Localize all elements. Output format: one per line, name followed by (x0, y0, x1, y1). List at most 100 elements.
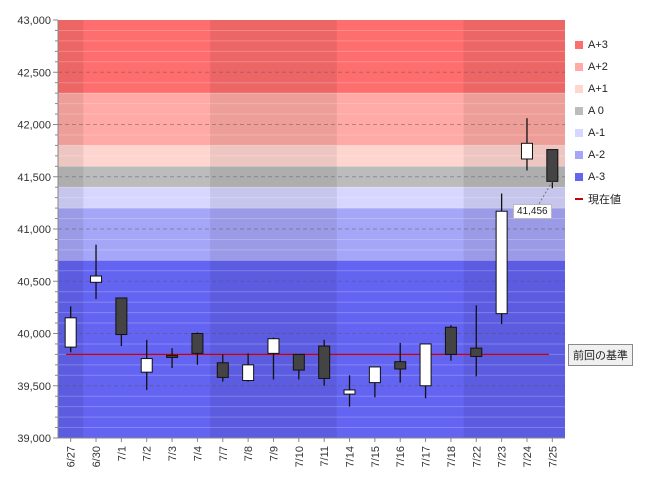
x-tick-label: 7/4 (192, 446, 204, 461)
candle-7/9 (267, 337, 280, 380)
candle-body (191, 333, 204, 354)
x-tick-label: 7/3 (167, 446, 179, 461)
band-Aplus3 (58, 20, 565, 94)
legend-item: A+1 (575, 78, 645, 100)
legend-item: A 0 (575, 100, 645, 122)
candle-body (495, 210, 508, 315)
x-tick-label: 6/30 (91, 446, 103, 467)
legend-swatch (575, 41, 583, 49)
candle-7/3 (166, 348, 179, 368)
x-tick-label: 7/23 (497, 446, 509, 467)
candle-body (394, 361, 407, 370)
candle-7/11 (318, 339, 331, 386)
x-tick-label: 7/22 (471, 446, 483, 467)
y-tick-label: 42,500 (17, 67, 51, 79)
candle-body (166, 354, 179, 358)
x-tick-labels: 6/27 6/30 7/1 7/2 7/3 7/4 7/7 7/8 7/9 7/10 7/11 7/1… (66, 446, 560, 467)
legend-swatch (575, 173, 583, 181)
legend-item: 現在値 (575, 188, 645, 210)
band-Aminus1 (58, 187, 565, 209)
candle-body (546, 149, 559, 182)
current-value-leader (535, 181, 553, 209)
x-tick-label: 7/24 (522, 446, 534, 467)
candle-6/30 (90, 244, 103, 300)
candle-body (520, 142, 533, 160)
legend-swatch (575, 63, 583, 71)
candle-body (140, 358, 153, 373)
reference-label: 前回の基準 (568, 344, 633, 366)
legend-label: A+1 (588, 83, 608, 95)
legend-label: 現在値 (588, 194, 621, 206)
y-tick-label: 41,500 (17, 172, 51, 184)
candle-body (216, 362, 229, 378)
candle-7/15 (368, 366, 381, 398)
candle-7/1 (115, 297, 128, 347)
candle-body (115, 297, 128, 336)
legend-label: A-1 (588, 127, 606, 139)
x-tick-label: 7/8 (243, 446, 255, 461)
legend-swatch (575, 129, 583, 137)
candle-7/10 (292, 353, 305, 380)
candle-7/22 (470, 305, 483, 377)
legend-item: A-1 (575, 122, 645, 144)
candle-body (90, 275, 103, 283)
y-tick-label: 42,000 (17, 120, 51, 132)
x-tick-label: 7/9 (268, 446, 280, 461)
candle-7/16 (394, 342, 407, 383)
current-value-label: 41,456 (513, 204, 552, 219)
x-tick-label: 7/10 (294, 446, 306, 467)
candle-7/23 (495, 193, 508, 325)
x-tick-label: 7/18 (446, 446, 458, 467)
legend-swatch (575, 107, 583, 115)
x-tick-label: 7/1 (116, 446, 128, 461)
band-Aplus2 (58, 93, 565, 146)
grid-lines (58, 29, 565, 429)
band-Aminus2 (58, 208, 565, 261)
y-tick-label: 40,000 (17, 329, 51, 341)
y-tick-label: 39,500 (17, 381, 51, 393)
legend-item: A+2 (575, 56, 645, 78)
y-tick-label: 41,000 (17, 224, 51, 236)
x-tick-label: 7/16 (395, 446, 407, 467)
legend-label: A+3 (588, 39, 608, 51)
legend-item: A-2 (575, 144, 645, 166)
y-tick-label: 39,000 (17, 433, 51, 445)
candle-body (318, 345, 331, 379)
x-tick-label: 7/2 (142, 446, 154, 461)
legend-item: A-3 (575, 166, 645, 188)
candle-body (470, 347, 483, 357)
candle-7/24 (520, 118, 533, 171)
band-Aplus1 (58, 145, 565, 167)
legend-label: A-3 (588, 171, 606, 183)
legend-swatch (575, 151, 583, 159)
week-shade-0 (58, 20, 84, 438)
x-tick-label: 7/25 (547, 446, 559, 467)
band-A0 (58, 166, 565, 188)
candle-7/8 (242, 353, 255, 382)
candle-body (368, 366, 381, 384)
candle-7/14 (343, 375, 356, 407)
y-tick-labels: 39,000 39,500 40,000 40,500 41,000 41,500 42,0… (17, 15, 51, 445)
x-tick-label: 6/27 (66, 446, 78, 467)
candle-body (242, 364, 255, 382)
candle-7/17 (419, 343, 432, 399)
legend: A+3 A+2 A+1 A 0 A-1 A-2 A-3 現在値 (575, 34, 645, 210)
y-tick-label: 40,500 (17, 276, 51, 288)
legend-item: A+3 (575, 34, 645, 56)
legend-swatch (575, 85, 583, 93)
axes (53, 19, 565, 442)
x-tick-label: 7/7 (218, 446, 230, 461)
candle-body (419, 343, 432, 387)
week-shade-2 (463, 20, 565, 438)
candle-body (64, 317, 77, 348)
legend-label: A 0 (588, 105, 604, 117)
candle-6/27 (64, 306, 77, 353)
candle-7/4 (191, 332, 204, 365)
legend-label: A-2 (588, 149, 606, 161)
x-tick-label: 7/11 (319, 446, 331, 467)
current-value-leader-line (535, 181, 553, 209)
x-tick-label: 7/14 (345, 446, 357, 467)
candle-7/18 (444, 325, 457, 361)
candle-body (343, 389, 356, 395)
